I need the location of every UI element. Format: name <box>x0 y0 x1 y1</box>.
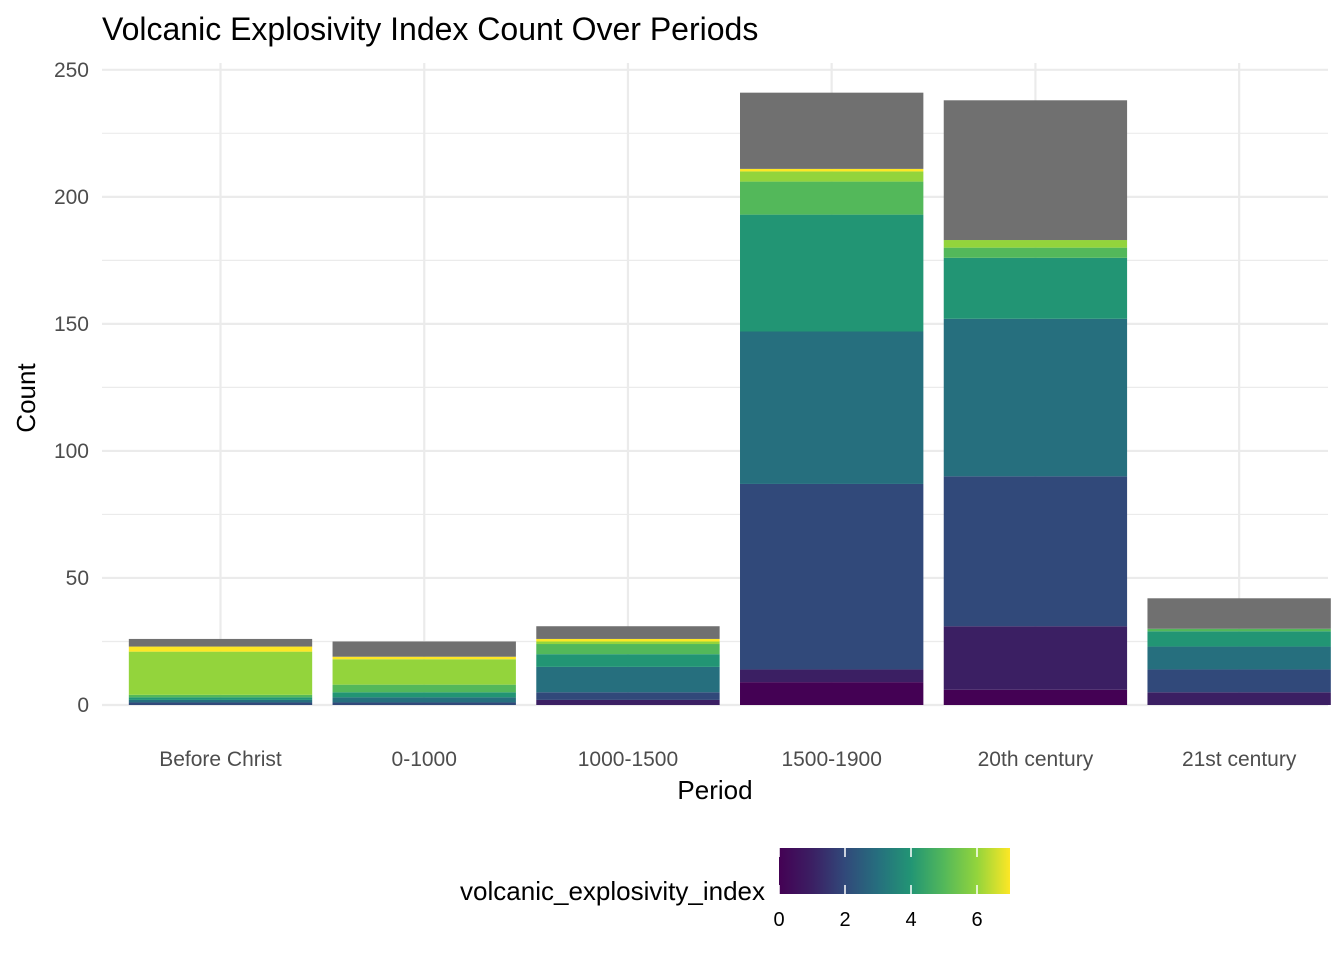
x-tick-labels: Before Christ 0-1000 1000-1500 1500-1900 20t… <box>159 748 1297 771</box>
bar-segment <box>536 638 720 642</box>
x-tick-label: 20th century <box>978 748 1094 771</box>
bar-segment <box>332 684 516 693</box>
bar-segment <box>1147 598 1331 629</box>
bar-segment <box>740 168 924 172</box>
bar-segment <box>536 641 720 645</box>
y-tick-label: 150 <box>54 313 89 336</box>
bar-segment <box>128 694 313 698</box>
chart-title: Volcanic Explosivity Index Count Over Pe… <box>102 11 758 47</box>
bar-segment <box>1147 692 1331 705</box>
legend-title: volcanic_explosivity_index <box>460 876 765 906</box>
bar-segment <box>1147 646 1331 670</box>
x-tick-label: 1500-1900 <box>781 748 881 771</box>
legend-colorbar <box>779 848 1010 894</box>
bar-segment <box>536 626 720 639</box>
bar-segment <box>332 659 516 685</box>
bar-segment <box>332 692 516 698</box>
x-tick-label: 1000-1500 <box>578 748 678 771</box>
bar-segment <box>128 697 313 700</box>
bar-segment <box>740 171 924 182</box>
legend-tick-label: 2 <box>839 909 850 931</box>
bars <box>128 92 1331 705</box>
legend-tick-label: 4 <box>905 909 916 931</box>
bar-segment <box>536 644 720 655</box>
legend-tick-label: 0 <box>773 909 784 931</box>
bar-segment <box>536 699 720 705</box>
legend: volcanic_explosivity_index 0 2 4 6 <box>460 848 1010 931</box>
legend-tick-label: 6 <box>971 909 982 931</box>
bar-segment <box>943 626 1128 690</box>
bar-segment <box>128 651 313 695</box>
y-tick-labels: 0 50 100 150 200 250 <box>54 59 89 717</box>
bar-segment <box>128 702 313 705</box>
bar-segment <box>332 697 516 703</box>
y-tick-label: 50 <box>66 567 89 590</box>
bar-segment <box>1147 628 1331 632</box>
bar-segment <box>740 214 924 332</box>
bar-segment <box>536 666 720 693</box>
grid <box>102 63 1328 707</box>
x-tick-label: 21st century <box>1182 748 1297 771</box>
bar-segment <box>332 702 516 705</box>
bar-segment <box>536 692 720 700</box>
bar-segment <box>943 240 1128 248</box>
y-axis-title: Count <box>11 363 41 433</box>
x-tick-label: Before Christ <box>159 748 282 771</box>
bar-segment <box>740 682 924 705</box>
legend-ticks: 0 2 4 6 <box>773 848 983 931</box>
bar-segment <box>128 646 313 652</box>
bar-segment <box>943 318 1128 477</box>
bar-segment <box>332 641 516 657</box>
y-tick-label: 0 <box>77 694 89 717</box>
bar-segment <box>740 669 924 683</box>
y-tick-label: 100 <box>54 440 89 463</box>
bar-segment <box>740 331 924 484</box>
bar-segment <box>943 247 1128 258</box>
bar-segment <box>740 181 924 215</box>
bar-segment <box>740 483 924 670</box>
bar-segment <box>943 476 1128 627</box>
bar-segment <box>536 654 720 667</box>
bar-segment <box>943 689 1128 705</box>
y-tick-label: 250 <box>54 59 89 82</box>
bar-segment <box>943 100 1128 241</box>
bar-segment <box>332 656 516 660</box>
bar-segment <box>128 699 313 703</box>
bar-segment <box>1147 631 1331 647</box>
x-tick-label: 0-1000 <box>392 748 457 771</box>
bar-segment <box>943 257 1128 319</box>
bar-segment <box>128 638 313 647</box>
bar-segment <box>740 92 924 169</box>
x-axis-title: Period <box>677 775 752 805</box>
y-tick-label: 200 <box>54 186 89 209</box>
bar-segment <box>1147 669 1331 693</box>
